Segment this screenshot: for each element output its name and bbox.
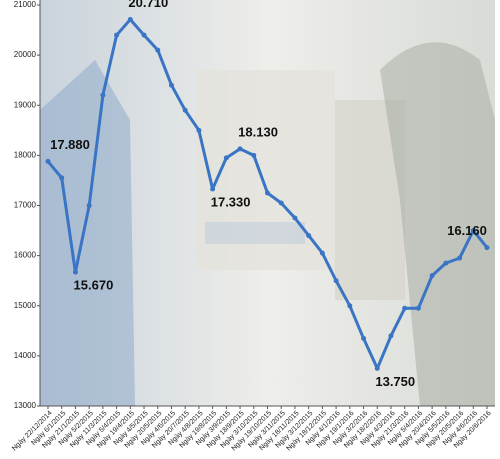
- y-tick-label: 20000: [14, 50, 37, 59]
- photo-person-right: [380, 42, 495, 406]
- photo-pump-2: [335, 100, 405, 300]
- value-label: 15.670: [74, 278, 114, 293]
- value-label: 13.750: [375, 374, 415, 389]
- point: [292, 215, 298, 221]
- point: [237, 146, 243, 152]
- point: [319, 250, 325, 256]
- point: [114, 32, 120, 38]
- point: [59, 175, 65, 181]
- y-tick-label: 21000: [14, 0, 37, 9]
- point: [45, 158, 51, 164]
- value-label: 16.160: [447, 223, 487, 238]
- photo-pump-sign: [205, 222, 305, 244]
- y-tick-label: 18000: [14, 150, 37, 159]
- point: [72, 269, 78, 275]
- point: [415, 305, 421, 311]
- point: [210, 186, 216, 192]
- point: [388, 333, 394, 339]
- photo-person-left: [40, 60, 135, 406]
- value-label: 17.880: [50, 137, 90, 152]
- y-tick-label: 16000: [14, 251, 37, 260]
- point: [251, 152, 257, 158]
- point: [182, 107, 188, 113]
- point: [196, 127, 202, 133]
- point: [127, 17, 133, 23]
- point: [278, 200, 284, 206]
- point: [168, 82, 174, 88]
- point: [470, 228, 476, 234]
- point: [402, 305, 408, 311]
- y-tick-label: 13000: [14, 401, 37, 410]
- point: [265, 190, 270, 196]
- point: [155, 47, 161, 53]
- point: [347, 303, 353, 309]
- y-tick-label: 15000: [14, 301, 37, 310]
- point: [100, 92, 106, 98]
- value-label: 17.330: [211, 194, 251, 209]
- point: [443, 260, 449, 266]
- value-label: 18.130: [238, 124, 278, 139]
- y-tick-label: 19000: [14, 100, 37, 109]
- point: [374, 365, 380, 371]
- point: [361, 335, 367, 341]
- point: [333, 278, 339, 284]
- point: [86, 203, 92, 208]
- value-label: 20.710: [128, 0, 168, 10]
- point: [306, 233, 312, 239]
- y-tick-label: 14000: [14, 351, 37, 360]
- point: [429, 273, 435, 279]
- point: [457, 255, 463, 261]
- point: [141, 32, 147, 38]
- point: [223, 155, 229, 161]
- y-tick-label: 17000: [14, 201, 37, 210]
- point: [484, 245, 490, 251]
